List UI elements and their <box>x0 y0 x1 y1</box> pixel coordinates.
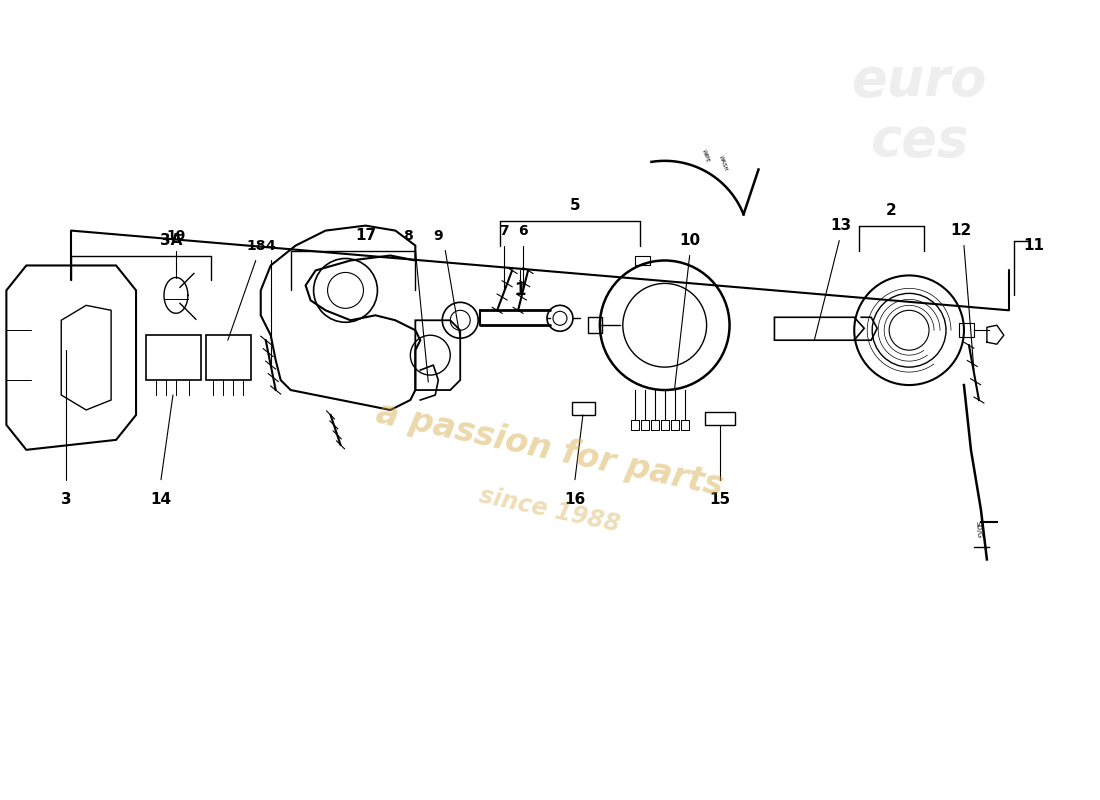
Text: 4: 4 <box>266 238 276 253</box>
Text: 9: 9 <box>433 229 443 242</box>
Text: 3: 3 <box>60 492 72 507</box>
Text: since 1988: since 1988 <box>477 483 623 536</box>
Text: 10: 10 <box>679 233 701 248</box>
Text: 19: 19 <box>166 229 186 242</box>
Text: 18: 18 <box>246 238 265 253</box>
Text: 5: 5 <box>570 198 580 213</box>
Text: 8: 8 <box>404 229 414 242</box>
Text: 7: 7 <box>499 223 509 238</box>
Text: 2: 2 <box>886 203 896 218</box>
Text: SD/G: SD/G <box>975 521 982 538</box>
Text: 14: 14 <box>151 492 172 507</box>
Text: 1: 1 <box>515 282 526 299</box>
Text: WIPE: WIPE <box>702 149 711 163</box>
Text: 13: 13 <box>830 218 851 233</box>
Text: 16: 16 <box>564 492 585 507</box>
Text: 11: 11 <box>1023 238 1044 253</box>
Text: 15: 15 <box>710 492 730 507</box>
Text: WASH: WASH <box>717 155 728 172</box>
Text: a passion for parts: a passion for parts <box>373 397 727 502</box>
Text: euro
ces: euro ces <box>851 55 987 167</box>
Text: 17: 17 <box>355 228 376 243</box>
Text: 3A: 3A <box>160 233 183 248</box>
Text: 6: 6 <box>518 223 528 238</box>
Text: 12: 12 <box>950 223 971 238</box>
